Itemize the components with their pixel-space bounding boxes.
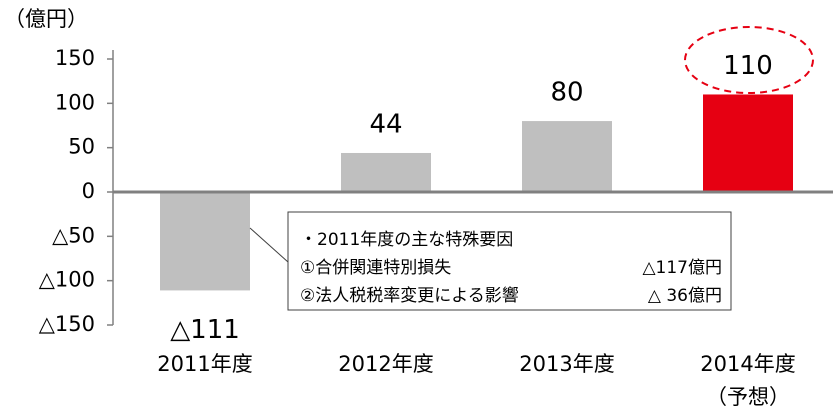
annotation-title: ・2011年度の主な特殊要因 (300, 230, 513, 250)
x-tick-label: 2011年度 (157, 352, 252, 376)
annotation-value: △ 36億円 (648, 286, 722, 306)
data-label: 110 (723, 51, 773, 81)
y-tick-label: 0 (82, 179, 95, 203)
data-label: △111 (170, 315, 240, 345)
y-tick-label: △100 (39, 268, 95, 292)
x-tick-label: 2014年度 （予想） (700, 352, 795, 409)
annotation-box (287, 211, 732, 311)
y-tick-label: 100 (55, 90, 95, 114)
highlight-ellipse (684, 26, 814, 94)
annotation-item: ①合併関連特別損失 (300, 258, 451, 278)
y-tick-label: △150 (39, 312, 95, 336)
bar (160, 192, 250, 291)
annotation-item: ②法人税税率変更による影響 (300, 286, 519, 306)
y-tick-label: 50 (68, 135, 95, 159)
y-tick-label: △50 (52, 223, 95, 247)
bar (703, 94, 793, 192)
x-tick-label: 2012年度 (338, 352, 433, 376)
data-label: 80 (550, 78, 583, 108)
connector (249, 227, 289, 263)
x-tick-label: 2013年度 (519, 352, 614, 376)
bar (522, 121, 612, 192)
annotation-value: △117億円 (642, 258, 722, 278)
x-tick-label-line: 2014年度 (700, 352, 795, 376)
data-label: 44 (369, 109, 402, 139)
y-tick-label: 150 (55, 46, 95, 70)
annotation: ・2011年度の主な特殊要因 ①合併関連特別損失 △117億円 ②法人税税率変更… (249, 211, 732, 311)
bar (341, 152, 431, 192)
x-tick-label-line: （予想） (706, 385, 790, 409)
y-axis-label: （億円） (4, 7, 88, 31)
